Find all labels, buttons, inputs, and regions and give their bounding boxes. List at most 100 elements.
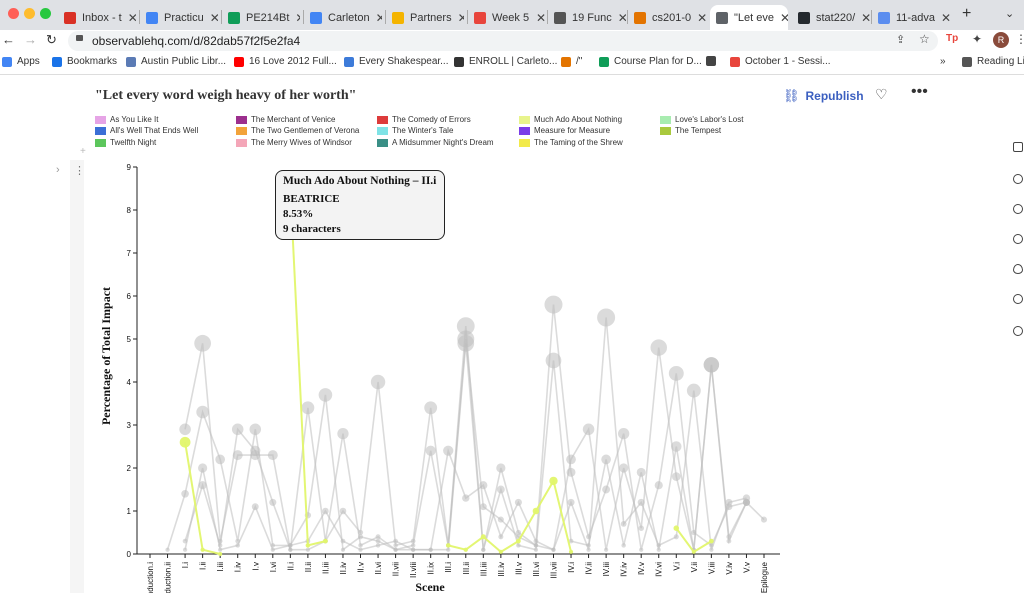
bookmark-item[interactable]: ENROLL | Carleto... [454,56,557,67]
extensions-puzzle-icon[interactable]: ✦ [972,32,983,46]
tab-favicon-icon [554,11,566,24]
browser-tab[interactable]: 11-adva ✕ [872,5,950,30]
back-arrow-icon[interactable]: ← [2,32,15,47]
x-tick-label: II.viii [409,562,418,578]
bookmark-item[interactable]: » [940,56,946,67]
legend-item[interactable]: Twelfth Night [95,138,156,147]
data-point [198,481,207,490]
bookmark-item[interactable]: Austin Public Libr... [126,56,226,67]
share-icon[interactable]: ⇪ [896,34,906,46]
republish-button[interactable]: ⛓ Republish [783,88,864,104]
heart-icon[interactable]: ♡ [875,86,888,102]
legend-swatch [660,115,671,124]
comment-icon[interactable] [1013,294,1023,304]
legend-item[interactable]: The Merchant of Venice [236,115,336,124]
browser-tab[interactable]: Inbox - t ✕ [58,5,136,30]
reload-icon[interactable]: ↻ [46,32,57,47]
data-point [533,538,539,544]
profile-avatar[interactable]: R [993,32,1009,48]
legend-item[interactable]: Love's Labor's Lost [660,115,743,124]
highlight-data-point [568,549,574,554]
maximize-window-dot[interactable] [40,8,51,19]
browser-tab[interactable]: Partners ✕ [386,5,464,30]
bookmark-star-icon[interactable]: ☆ [919,32,930,46]
bookmark-favicon-icon [962,56,972,67]
forward-arrow-icon[interactable]: → [24,32,37,47]
tab-close-icon[interactable]: ✕ [780,10,788,25]
tab-close-icon[interactable]: ✕ [697,10,706,25]
legend-item[interactable]: The Tempest [660,126,721,135]
data-point [639,547,644,552]
tab-close-icon[interactable]: ✕ [375,10,382,25]
data-point [602,485,611,494]
browser-tab[interactable]: Practicu ✕ [140,5,218,30]
browser-tab[interactable]: PE214Bt✕ [222,5,300,30]
tab-favicon-icon [228,11,240,24]
data-point [358,547,363,552]
bookmark-favicon-icon [234,56,244,67]
tab-close-icon[interactable]: ✕ [940,10,950,25]
tab-close-icon[interactable]: ✕ [209,10,218,25]
eye-icon[interactable] [1013,264,1023,274]
add-cell-icon[interactable]: + [80,146,86,157]
more-options-icon[interactable]: ••• [911,83,928,100]
x-tick-label: V.iv [725,562,734,575]
minimize-window-dot[interactable] [24,8,35,19]
tab-close-icon[interactable]: ✕ [617,10,626,25]
tab-close-icon[interactable]: ✕ [861,10,870,25]
legend-item[interactable]: Measure for Measure [519,126,610,135]
history-clock-icon[interactable] [1013,204,1023,214]
data-point [179,423,191,436]
browser-tab[interactable]: 19 Func ✕ [548,5,626,30]
cell-expand-chevron-icon[interactable]: › [56,164,60,176]
bookmark-item[interactable]: Bookmarks [52,56,117,67]
data-point [305,547,311,552]
browser-tab[interactable]: Carleton ✕ [304,5,382,30]
legend-item[interactable]: The Two Gentlemen of Verona [236,126,359,135]
tab-close-icon[interactable]: ✕ [289,11,300,25]
bookmark-item[interactable]: Apps [2,56,40,67]
y-tick-label: 7 [127,249,132,258]
close-window-dot[interactable] [8,8,19,19]
help-icon[interactable] [1013,326,1023,336]
y-tick-label: 8 [127,206,132,215]
legend-item[interactable]: The Comedy of Errors [377,115,471,124]
branch-icon[interactable] [1013,234,1023,244]
legend-item[interactable]: A Midsummer Night's Dream [377,138,494,147]
cell-menu-icon[interactable]: ⋮ [74,165,85,177]
browser-tab[interactable]: "Let eve ✕ [710,5,788,30]
tab-favicon-icon [392,11,404,24]
highlight-data-point [179,436,191,448]
bookmark-item[interactable]: 16 Love 2012 Full... [234,56,337,67]
bookmark-item[interactable] [706,56,721,66]
tooltip-percent: 8.53% [283,208,314,220]
bookmark-item[interactable]: Course Plan for D... [599,56,702,67]
legend-item[interactable]: The Merry Wives of Windsor [236,138,352,147]
legend-item[interactable]: As You Like It [95,115,158,124]
bookmark-item[interactable]: Every Shakespear... [344,56,449,67]
bookmark-item[interactable]: Reading List [962,56,1024,67]
new-tab-button[interactable]: + [962,5,972,22]
table-of-contents-icon[interactable] [1013,142,1023,152]
bookmark-item[interactable]: October 1 - Sessi... [730,56,831,67]
legend-item[interactable]: The Taming of the Shrew [519,138,623,147]
extension-tp-icon[interactable]: Tp [946,33,959,44]
legend-item[interactable]: Much Ado About Nothing [519,115,622,124]
tab-close-icon[interactable]: ✕ [457,10,464,25]
browser-tab[interactable]: Week 5 ✕ [468,5,546,30]
legend-label: The Taming of the Shrew [534,138,623,147]
browser-tab[interactable]: cs201-0 ✕ [628,5,706,30]
legend-item[interactable]: All's Well That Ends Well [95,126,198,135]
tab-close-icon[interactable]: ✕ [127,10,136,25]
y-tick-label: 5 [127,335,132,344]
browser-menu-icon[interactable]: ⋮ [1015,32,1024,46]
legend-item[interactable]: The Winter's Tale [377,126,453,135]
bookmark-item[interactable]: /" [561,56,582,67]
browser-tab[interactable]: stat220/ ✕ [792,5,870,30]
url-field[interactable]: observablehq.com/d/82dab57f2f5e2fa4 [68,31,938,51]
tab-close-icon[interactable]: ✕ [535,10,546,25]
tab-favicon-icon [474,11,486,24]
paperclip-icon[interactable] [1013,174,1023,184]
tab-list-chevron-icon[interactable]: ⌄ [1005,8,1015,20]
